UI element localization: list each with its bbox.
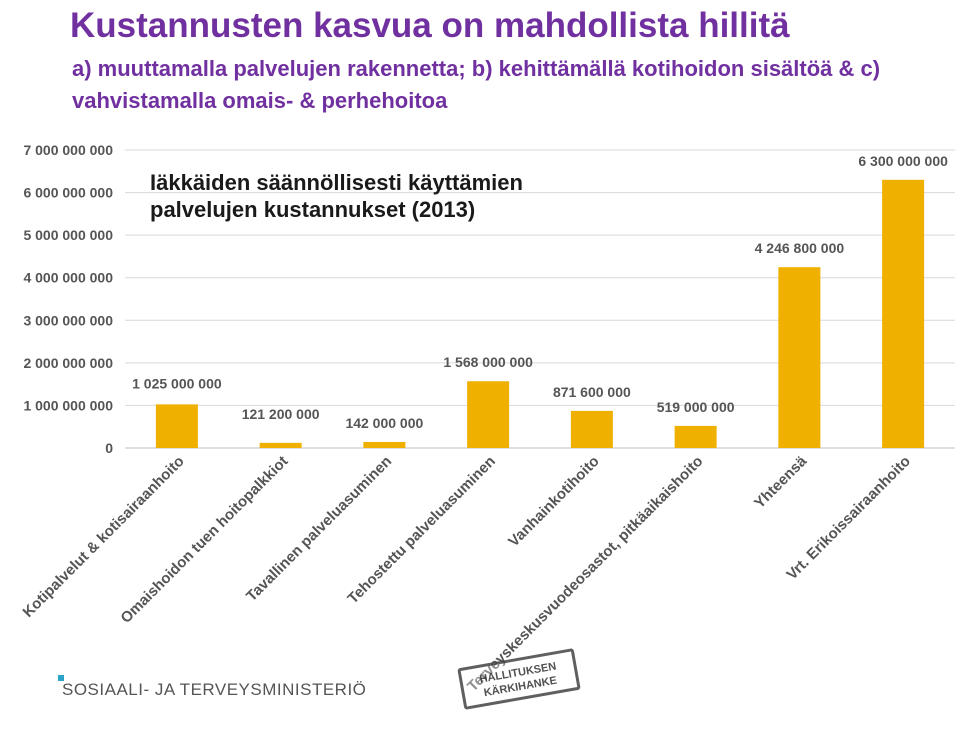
data-labels: 1 025 000 000 121 200 000 142 000 000 1 568… (132, 153, 948, 431)
x-tick-label: Kotipalvelut & kotisairaanhoito (20, 453, 188, 621)
bar-chart: 0 1 000 000 000 2 000 000 000 3 000 000 000… (20, 142, 955, 695)
data-label: 519 000 000 (657, 399, 735, 415)
bar (674, 425, 717, 448)
bar (882, 179, 925, 449)
y-tick-label: 4 000 000 000 (23, 270, 113, 286)
bar (570, 410, 613, 448)
logo-text: SOSIAALI- JA TERVEYSMINISTERIÖ (62, 680, 367, 699)
ministry-logo: SOSIAALI- JA TERVEYSMINISTERIÖ (58, 675, 367, 700)
chart-title-line: Iäkkäiden säännöllisesti käyttämien (150, 170, 523, 195)
x-tick-label: Yhteensä (751, 452, 811, 512)
x-axis-labels: Kotipalvelut & kotisairaanhoitoOmaishoid… (20, 452, 914, 695)
data-label: 142 000 000 (345, 415, 423, 431)
bar (259, 442, 302, 448)
data-label: 1 568 000 000 (443, 354, 533, 370)
y-tick-label: 7 000 000 000 (23, 142, 113, 158)
y-tick-label: 6 000 000 000 (23, 185, 113, 201)
bars (155, 179, 925, 449)
bar (155, 404, 198, 448)
x-tick-label: Vanhainkotihoito (505, 453, 602, 550)
page-subtitle: a) muuttamalla palvelujen rakennetta; b)… (72, 56, 881, 113)
data-label: 1 025 000 000 (132, 375, 222, 391)
y-tick-label: 1 000 000 000 (23, 397, 113, 413)
bar (363, 441, 406, 448)
chart-title: Iäkkäiden säännöllisesti käyttämienpalve… (150, 170, 523, 222)
chart-title-line: palvelujen kustannukset (2013) (150, 197, 475, 222)
y-tick-label: 0 (105, 440, 113, 456)
y-tick-label: 3 000 000 000 (23, 312, 113, 328)
logo-square-icon (58, 675, 64, 681)
gridlines (125, 149, 955, 449)
bar (467, 381, 510, 448)
y-axis-ticks: 0 1 000 000 000 2 000 000 000 3 000 000 000… (23, 142, 113, 456)
x-tick-label: Terveyskeskusvuodeosastot, pitkäaikaisho… (464, 453, 706, 695)
data-label: 4 246 800 000 (755, 240, 845, 256)
data-label: 121 200 000 (242, 406, 320, 422)
x-tick-label: Vrt. Erikoissairaanhoito (783, 453, 914, 584)
y-tick-label: 5 000 000 000 (23, 227, 113, 243)
data-label: 871 600 000 (553, 384, 631, 400)
y-tick-label: 2 000 000 000 (23, 355, 113, 371)
data-label: 6 300 000 000 (858, 153, 948, 169)
bar (778, 267, 821, 448)
page-title: Kustannusten kasvua on mahdollista hilli… (70, 6, 790, 45)
x-tick-label: Omaishoidon tuen hoitopalkkiot (117, 453, 291, 627)
